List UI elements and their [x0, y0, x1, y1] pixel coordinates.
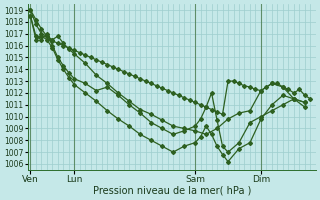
- X-axis label: Pression niveau de la mer( hPa ): Pression niveau de la mer( hPa ): [92, 186, 251, 196]
